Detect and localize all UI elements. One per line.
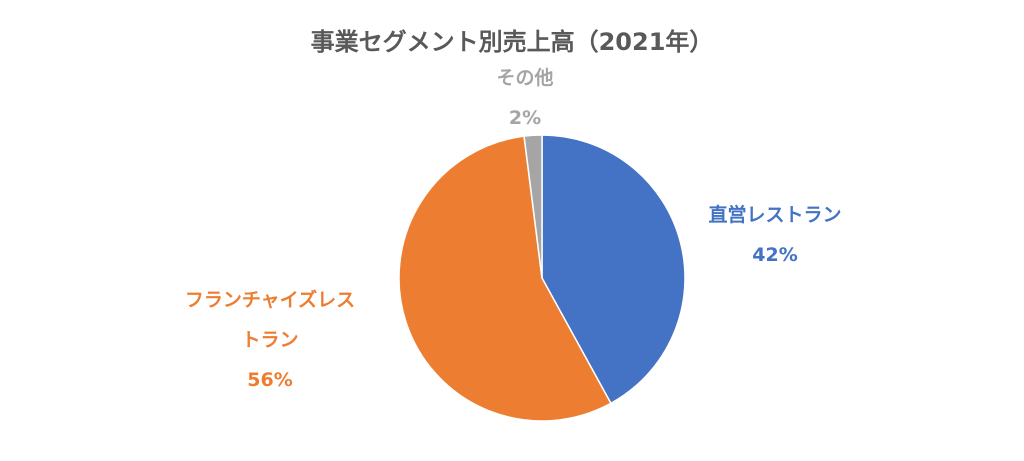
slice-label: 直営レストラン 42%: [685, 195, 865, 275]
category-label: 直営レストラン: [708, 204, 842, 226]
value-label: 2%: [508, 107, 542, 129]
category-label: その他: [496, 67, 554, 89]
category-label: フランチャイズレストラン: [184, 289, 356, 351]
value-label: 56%: [247, 369, 293, 391]
pie-slice: [541, 134, 686, 405]
slice-label: その他 2%: [435, 58, 615, 138]
pie-slice: [398, 135, 612, 422]
value-label: 42%: [752, 244, 798, 266]
chart-title: 事業セグメント別売上高（2021年）: [310, 28, 714, 56]
slice-label: フランチャイズレストラン 56%: [180, 280, 360, 400]
pie-slice: [523, 134, 543, 279]
